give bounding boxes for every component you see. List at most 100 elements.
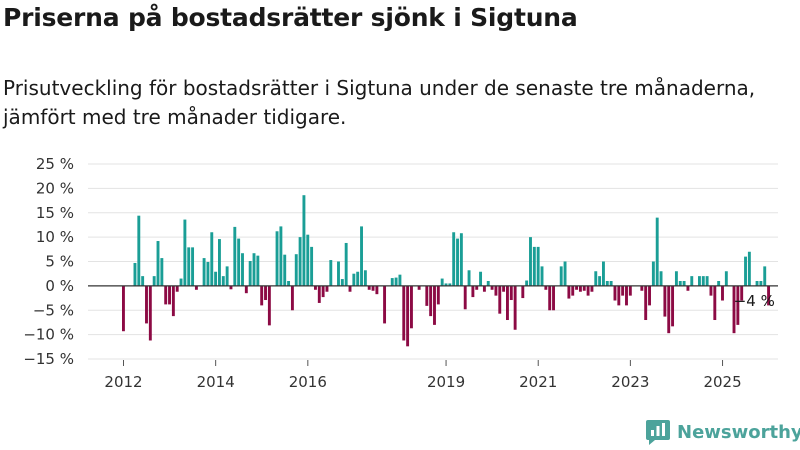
bar <box>314 285 317 290</box>
x-tick-label: 2021 <box>519 373 557 391</box>
bar <box>194 285 198 290</box>
bar <box>390 278 394 286</box>
bar <box>363 270 367 286</box>
bar <box>348 285 352 292</box>
bar <box>152 276 156 286</box>
bar <box>602 261 605 286</box>
bar <box>191 247 195 286</box>
bar <box>294 254 298 286</box>
bar <box>486 281 490 286</box>
newsworthy-logo: Newsworthy <box>645 419 800 445</box>
bar <box>241 253 244 286</box>
bar <box>506 285 509 321</box>
bar <box>732 285 736 334</box>
bar <box>724 271 728 286</box>
y-tick-label: 25 % <box>36 155 74 173</box>
bar <box>267 285 271 326</box>
bar <box>264 285 267 301</box>
bar <box>713 285 717 321</box>
bar <box>456 238 459 286</box>
bar <box>552 285 555 311</box>
bar <box>575 285 579 290</box>
bar <box>698 276 701 286</box>
bar <box>256 255 260 286</box>
bar <box>578 285 582 292</box>
bar <box>410 285 413 329</box>
chart-title: Priserna på bostadsrätter sjönk i Sigtun… <box>3 3 578 32</box>
bar <box>513 285 517 330</box>
bar <box>367 285 371 290</box>
bar <box>613 285 617 301</box>
bar <box>509 285 513 301</box>
bar <box>218 239 221 286</box>
bar <box>617 285 621 306</box>
y-tick-label: −5 % <box>33 301 74 319</box>
bar <box>475 285 479 290</box>
bar <box>759 281 763 286</box>
bar <box>210 232 214 286</box>
bar <box>467 270 471 286</box>
bar <box>356 271 360 286</box>
bar <box>521 285 525 299</box>
bar <box>655 217 659 286</box>
y-tick-label: 5 % <box>45 253 74 271</box>
bar <box>440 278 444 286</box>
bar <box>671 285 675 327</box>
bar <box>763 266 767 286</box>
bar <box>705 276 709 286</box>
bar <box>214 271 218 286</box>
bar <box>275 231 279 286</box>
bar <box>651 261 655 286</box>
bar <box>302 195 306 286</box>
bar <box>559 266 563 286</box>
bar <box>179 278 183 286</box>
bar <box>122 285 125 332</box>
y-tick-label: −15 % <box>23 350 74 368</box>
bar <box>690 276 694 286</box>
y-tick-label: −10 % <box>23 326 74 344</box>
bar <box>260 285 264 306</box>
y-tick-label: 15 % <box>36 204 74 222</box>
bar <box>252 253 256 286</box>
bar <box>736 285 740 325</box>
bar <box>567 285 571 299</box>
bar <box>747 251 751 286</box>
bar <box>540 266 544 286</box>
y-tick-label: 10 % <box>36 228 74 246</box>
bar <box>744 256 747 286</box>
bar <box>436 285 440 305</box>
bar <box>283 254 287 286</box>
bar <box>740 285 744 301</box>
bar <box>321 285 325 298</box>
bar <box>310 246 314 286</box>
bar <box>717 281 721 286</box>
bar <box>490 285 494 290</box>
bar <box>544 285 548 290</box>
bar <box>640 285 644 291</box>
bar <box>586 285 590 296</box>
bar <box>625 285 628 306</box>
bar <box>164 285 168 305</box>
bar <box>371 285 375 291</box>
bar <box>406 285 410 347</box>
bar <box>628 285 632 296</box>
bar <box>352 273 356 286</box>
bar <box>425 285 429 306</box>
bar <box>529 237 532 286</box>
bar <box>598 276 602 286</box>
bar <box>663 285 667 317</box>
bar <box>648 285 651 306</box>
bar <box>402 285 406 341</box>
bar <box>678 281 682 286</box>
bar <box>360 226 363 286</box>
bar <box>156 241 160 286</box>
bar <box>709 285 713 296</box>
bar <box>755 281 759 286</box>
x-axis-labels: 2012 2014 2016 2019 2021 2023 2025 <box>104 360 742 391</box>
bar <box>141 276 145 286</box>
brand-name: Newsworthy <box>677 421 800 443</box>
bar <box>444 283 448 286</box>
bar <box>287 281 291 286</box>
bars <box>122 195 771 347</box>
